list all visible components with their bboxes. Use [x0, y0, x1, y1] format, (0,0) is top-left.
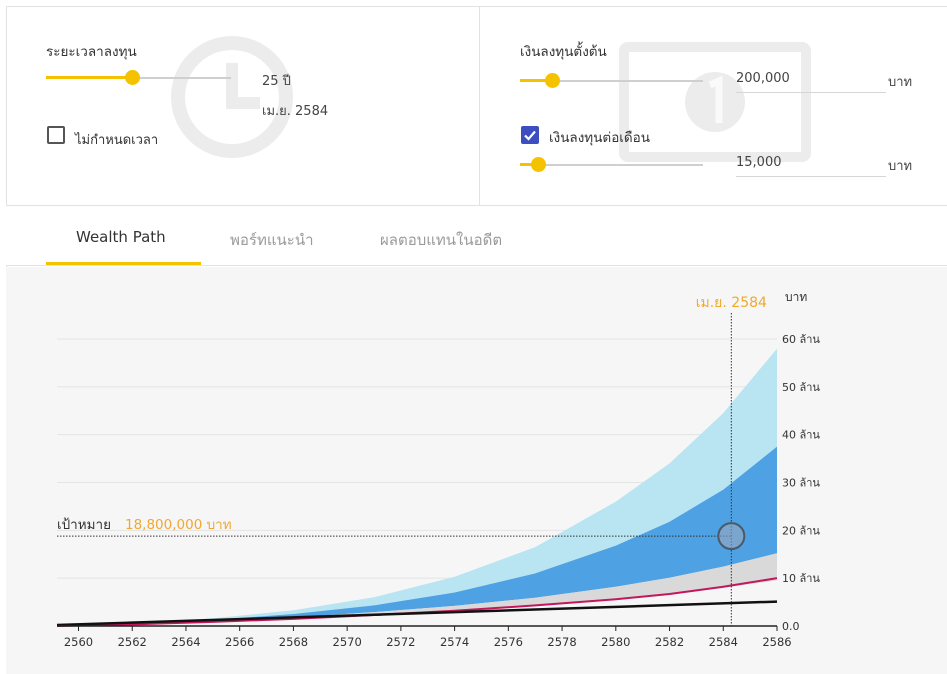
- series-lines: [56, 577, 778, 627]
- tab-bar: Wealth Path พอร์ทแนะนำ ผลตอบแทนในอดีต: [6, 206, 947, 266]
- band-low: [57, 553, 777, 626]
- target-value: 18,800,000 บาท: [125, 517, 232, 533]
- y-tick-label: 40 ล้าน: [782, 429, 820, 442]
- duration-slider[interactable]: [46, 70, 231, 86]
- x-tick-label: 2560: [64, 635, 93, 649]
- no-limit-checkbox[interactable]: [47, 126, 65, 144]
- initial-input[interactable]: 200,000: [736, 71, 790, 86]
- duration-end-date: เม.ย. 2584: [262, 104, 329, 119]
- principal-line: [56, 600, 778, 627]
- band-inner: [57, 446, 777, 626]
- initial-input-underline: [736, 92, 886, 93]
- x-tick-label: 2562: [118, 635, 147, 649]
- monthly-slider[interactable]: [520, 157, 703, 173]
- x-tick-label: 2568: [279, 635, 308, 649]
- initial-slider-thumb[interactable]: [545, 73, 561, 88]
- monthly-checkbox[interactable]: [521, 126, 539, 144]
- y-tick-label: 30 ล้าน: [782, 477, 820, 490]
- banknote-icon: [619, 42, 811, 162]
- tab-past-returns[interactable]: ผลตอบแทนในอดีต: [380, 231, 503, 249]
- monthly-unit: บาท: [888, 159, 913, 174]
- median-line: [56, 577, 778, 627]
- checkmark-icon: [524, 130, 536, 141]
- amount-panel: เงินลงทุนตั้งต้น 200,000 บาท เงินลงทุนต่…: [479, 6, 947, 206]
- x-tick-label: 2586: [762, 635, 791, 649]
- wealth-path-chart-area: 0.0 10 ล้าน 20 ล้าน 30 ล้าน 40 ล้าน 50 ล้าน 60…: [6, 267, 947, 674]
- x-tick-label: 2564: [171, 635, 200, 649]
- monthly-slider-thumb[interactable]: [530, 157, 546, 172]
- initial-slider[interactable]: [520, 73, 703, 89]
- x-tick-label: 2566: [225, 635, 254, 649]
- marker-label: เม.ย. 2584: [696, 295, 767, 311]
- tab-wealth-path[interactable]: Wealth Path: [76, 228, 166, 246]
- monthly-input[interactable]: 15,000: [736, 155, 782, 170]
- monthly-input-underline: [736, 176, 886, 177]
- x-tick-label: 2582: [655, 635, 684, 649]
- x-tick-label: 2574: [440, 635, 469, 649]
- tab-recommended-portfolio[interactable]: พอร์ทแนะนำ: [230, 231, 314, 249]
- duration-label: ระยะเวลาลงทุน: [46, 44, 137, 60]
- grid-lines: [57, 338, 777, 579]
- y-tick-label: 10 ล้าน: [782, 572, 820, 585]
- x-tick-label: 2580: [601, 635, 630, 649]
- target-label: เป้าหมาย: [57, 517, 111, 533]
- x-tick-label: 2584: [709, 635, 738, 649]
- duration-slider-thumb[interactable]: [125, 70, 141, 85]
- projection-bands: [57, 348, 777, 626]
- x-tick-label: 2572: [386, 635, 415, 649]
- y-tick-label: 50 ล้าน: [782, 381, 820, 394]
- duration-panel: ระยะเวลาลงทุน 25 ปี เม.ย. 2584 ไม่กำหนดเ…: [6, 6, 479, 206]
- y-tick-label: 60 ล้าน: [782, 333, 820, 346]
- y-tick-label: 0.0: [782, 620, 800, 633]
- panel-divider: [6, 205, 947, 206]
- x-tick-label: 2570: [333, 635, 362, 649]
- clock-icon: [171, 36, 293, 158]
- axes: 0.0 10 ล้าน 20 ล้าน 30 ล้าน 40 ล้าน 50 ล้าน 60…: [57, 290, 820, 649]
- y-unit-label: บาท: [785, 290, 807, 304]
- x-tick-label: 2576: [494, 635, 523, 649]
- marker-point: [717, 522, 746, 551]
- y-tick-label: 20 ล้าน: [782, 524, 820, 537]
- no-limit-label: ไม่กำหนดเวลา: [75, 133, 159, 148]
- initial-label: เงินลงทุนตั้งต้น: [520, 44, 607, 60]
- wealth-path-chart: 0.0 10 ล้าน 20 ล้าน 30 ล้าน 40 ล้าน 50 ล้าน 60…: [56, 290, 820, 649]
- initial-unit: บาท: [888, 75, 913, 90]
- annotations: เป้าหมาย 18,800,000 บาท เม.ย. 2584: [57, 295, 767, 626]
- duration-value: 25 ปี: [262, 74, 291, 89]
- monthly-label: เงินลงทุนต่อเดือน: [549, 130, 651, 146]
- active-tab-indicator: [46, 262, 201, 265]
- x-tick-label: 2578: [547, 635, 576, 649]
